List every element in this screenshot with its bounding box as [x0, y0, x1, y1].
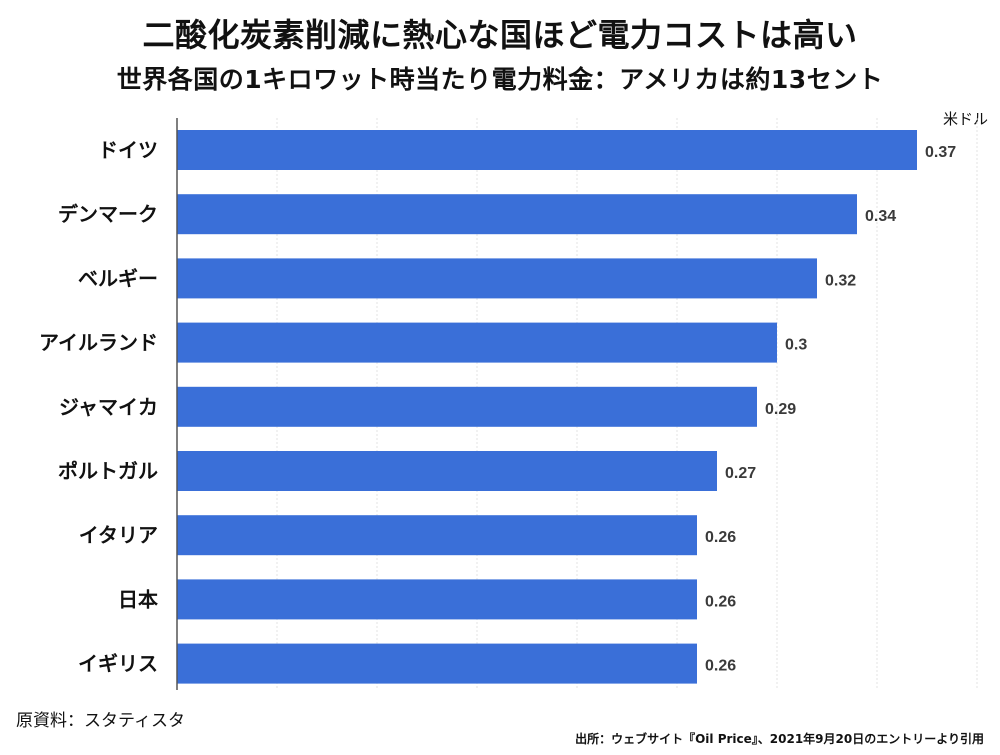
category-label: 日本	[118, 587, 158, 611]
value-label: 0.32	[825, 272, 856, 289]
category-label: アイルランド	[39, 331, 158, 355]
category-label: イタリア	[79, 523, 158, 547]
source-note-left: 原資料：スタティスタ	[16, 711, 185, 731]
bar	[177, 130, 917, 170]
bar	[177, 579, 697, 620]
bar	[177, 386, 757, 427]
category-label: イギリス	[78, 652, 158, 676]
bar	[177, 322, 777, 363]
value-label: 0.26	[705, 529, 736, 546]
bar	[177, 258, 817, 299]
value-label: 0.27	[725, 465, 756, 482]
value-label: 0.37	[925, 144, 956, 161]
category-label: ベルギー	[78, 266, 158, 290]
bar	[177, 451, 717, 491]
bar	[177, 515, 697, 556]
value-label: 0.34	[865, 208, 896, 225]
value-label: 0.26	[705, 593, 736, 610]
source-note-right: 出所：ウェブサイト『Oil Price』、2021年9月20日のエントリーより引…	[575, 732, 984, 746]
value-label: 0.3	[785, 337, 807, 354]
value-label: 0.29	[765, 401, 796, 418]
chart-subtitle: 世界各国の1キロワット時当たり電力料金：アメリカは約13セント	[116, 65, 884, 94]
category-label: ポルトガル	[58, 459, 158, 483]
value-label: 0.26	[705, 658, 736, 675]
bar	[177, 194, 857, 235]
category-label: デンマーク	[58, 202, 158, 226]
category-label: ドイツ	[98, 138, 158, 162]
category-label: ジャマイカ	[59, 395, 158, 419]
chart-title: 二酸化炭素削減に熱心な国ほど電力コストは高い	[142, 16, 858, 54]
bar	[177, 643, 697, 684]
